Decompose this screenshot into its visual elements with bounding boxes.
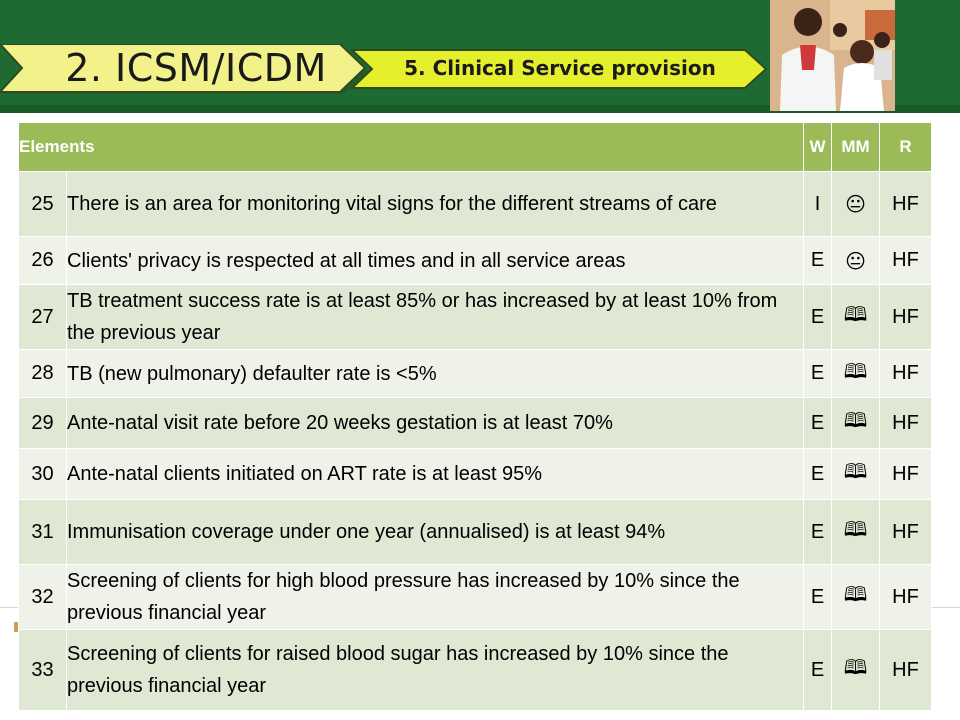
row-number: 27 (18, 284, 67, 350)
table-row: 29 Ante-natal visit rate before 20 weeks… (18, 397, 932, 449)
healthcare-worker-with-children-photo (770, 0, 895, 111)
row-number: 26 (18, 236, 67, 285)
arrow-shapes (0, 43, 768, 95)
row-element: Immunisation coverage under one year (an… (66, 499, 804, 565)
photo-illustration (770, 0, 895, 111)
row-number: 28 (18, 349, 67, 398)
subsection-title: 5. Clinical Service provision (404, 56, 716, 80)
row-r: HF (879, 349, 932, 398)
row-w: E (803, 629, 832, 711)
open-book-icon: 🕮 (831, 284, 880, 350)
row-r: HF (879, 171, 932, 237)
row-number: 31 (18, 499, 67, 565)
table-row: 26 Clients' privacy is respected at all … (18, 236, 932, 285)
row-element: Clients' privacy is respected at all tim… (66, 236, 804, 285)
row-number: 29 (18, 397, 67, 449)
row-element: Screening of clients for high blood pres… (66, 564, 804, 630)
row-number: 25 (18, 171, 67, 237)
open-book-icon: 🕮 (831, 397, 880, 449)
row-w: E (803, 448, 832, 500)
section-title: 2. ICSM/ICDM (65, 46, 327, 90)
table-row: 31 Immunisation coverage under one year … (18, 499, 932, 565)
row-number: 32 (18, 564, 67, 630)
table-row: 28 TB (new pulmonary) defaulter rate is … (18, 349, 932, 398)
row-w: E (803, 349, 832, 398)
table-row: 32 Screening of clients for high blood p… (18, 564, 932, 630)
column-header-mm: MM (831, 122, 880, 172)
column-header-w: W (803, 122, 832, 172)
row-r: HF (879, 448, 932, 500)
table-row: 30 Ante-natal clients initiated on ART r… (18, 448, 932, 500)
table-header-row: Elements W MM R (18, 122, 932, 172)
row-w: I (803, 171, 832, 237)
row-w: E (803, 564, 832, 630)
row-element: TB treatment success rate is at least 85… (66, 284, 804, 350)
row-w: E (803, 284, 832, 350)
row-number: 33 (18, 629, 67, 711)
row-w: E (803, 397, 832, 449)
row-element: Ante-natal clients initiated on ART rate… (66, 448, 804, 500)
subsection-arrow-shape (349, 49, 768, 89)
row-r: HF (879, 397, 932, 449)
row-element: There is an area for monitoring vital si… (66, 171, 804, 237)
row-r: HF (879, 564, 932, 630)
row-number: 30 (18, 448, 67, 500)
section-arrow-shape (0, 43, 367, 93)
row-r: HF (879, 284, 932, 350)
column-header-elements: Elements (18, 122, 804, 172)
banner-stripe (0, 105, 960, 113)
row-element: Screening of clients for raised blood su… (66, 629, 804, 711)
side-marker (14, 622, 20, 632)
open-book-icon: 🕮 (831, 499, 880, 565)
column-header-r: R (879, 122, 932, 172)
neutral-face-icon: 😐 (831, 236, 880, 285)
table-row: 33 Screening of clients for raised blood… (18, 629, 932, 711)
row-r: HF (879, 236, 932, 285)
row-r: HF (879, 629, 932, 711)
open-book-icon: 🕮 (831, 629, 880, 711)
section-arrows (0, 43, 780, 99)
open-book-icon: 🕮 (831, 448, 880, 500)
row-r: HF (879, 499, 932, 565)
row-w: E (803, 499, 832, 565)
open-book-icon: 🕮 (831, 349, 880, 398)
elements-table: Elements W MM R 25 There is an area for … (18, 122, 932, 711)
row-element: TB (new pulmonary) defaulter rate is <5% (66, 349, 804, 398)
row-element: Ante-natal visit rate before 20 weeks ge… (66, 397, 804, 449)
table-row: 27 TB treatment success rate is at least… (18, 284, 932, 350)
open-book-icon: 🕮 (831, 564, 880, 630)
table-row: 25 There is an area for monitoring vital… (18, 171, 932, 237)
neutral-face-icon: 😐 (831, 171, 880, 237)
row-w: E (803, 236, 832, 285)
